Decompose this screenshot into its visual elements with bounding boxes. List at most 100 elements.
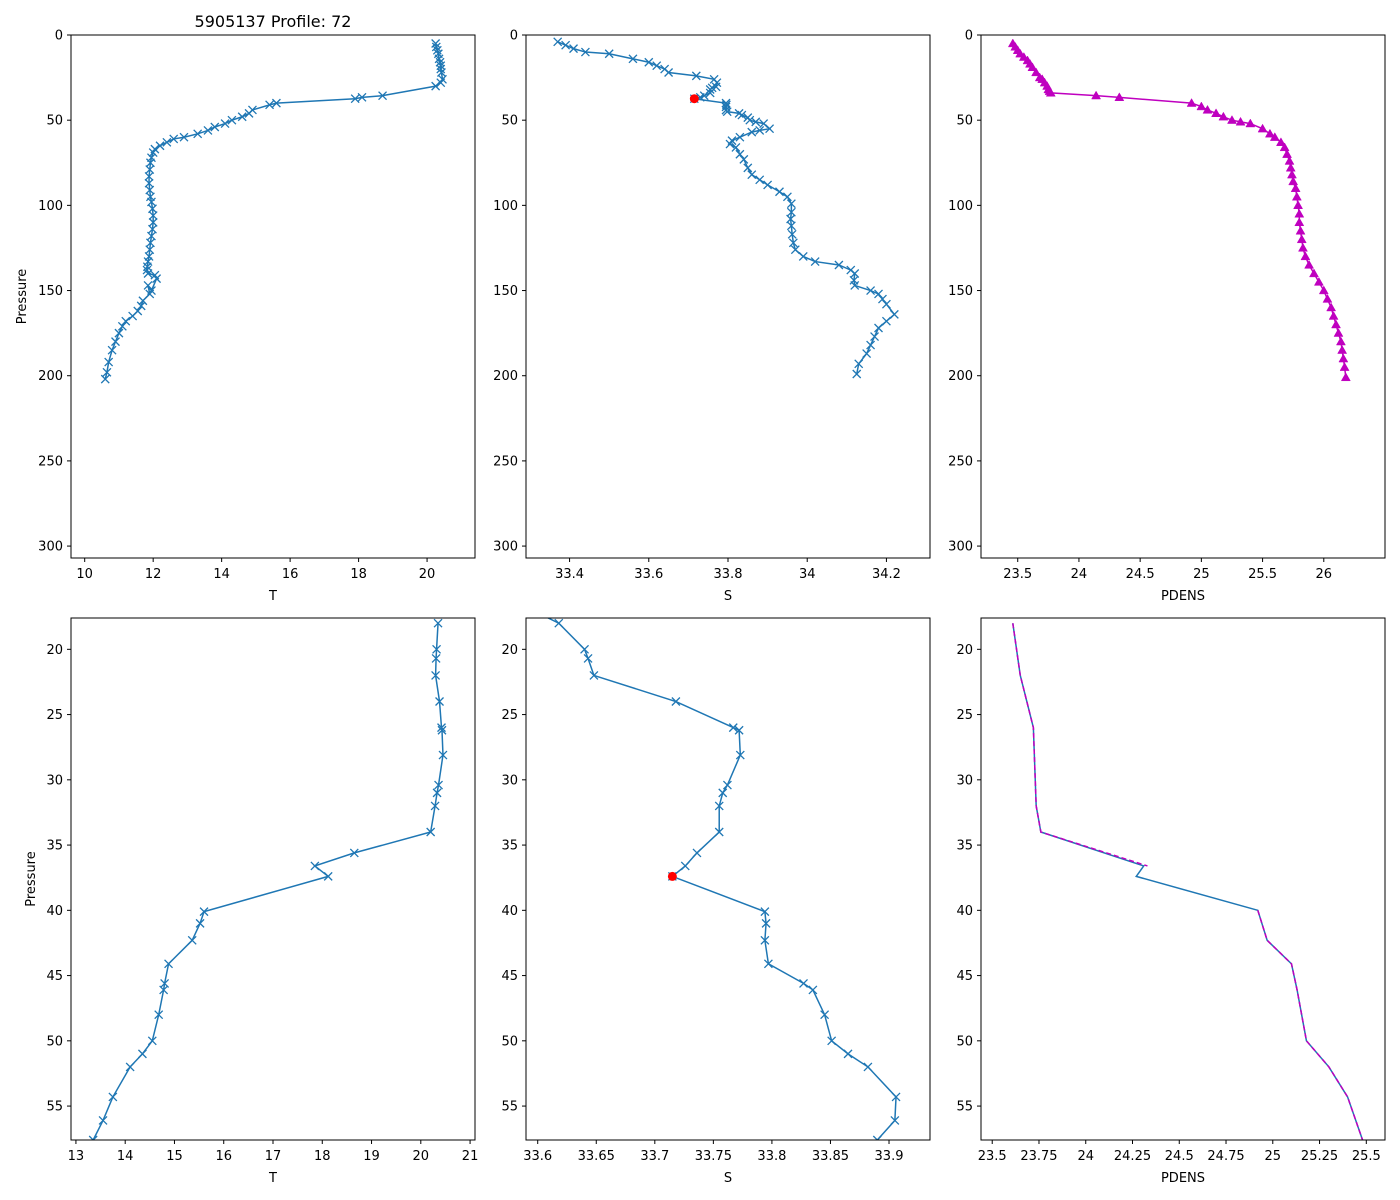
- data-point: [1114, 92, 1125, 101]
- series-line-pdens-dashed: [1012, 623, 1148, 867]
- data-point: [714, 801, 724, 811]
- x-tick-label: 33.65: [578, 1149, 615, 1164]
- y-tick-label: 20: [501, 643, 518, 658]
- data-point: [438, 750, 448, 760]
- plot-area: [1007, 38, 1351, 382]
- data-point: [1282, 149, 1292, 158]
- y-tick-label: 150: [493, 284, 518, 299]
- data-point: [874, 289, 883, 299]
- data-point: [850, 280, 860, 290]
- data-point: [145, 289, 155, 299]
- data-point: [143, 269, 153, 278]
- data-point: [763, 959, 773, 969]
- x-tick-label: 20: [413, 1149, 430, 1164]
- x-tick-label: 16: [282, 567, 299, 582]
- y-tick-label: 250: [493, 454, 518, 469]
- y-tick-label: 55: [956, 1100, 973, 1115]
- x-tick-label: 18: [314, 1149, 331, 1164]
- y-tick-label: 50: [501, 114, 518, 129]
- data-point: [788, 238, 798, 248]
- chart-panel-bottom-right: 23.5 23.75 24 24.25 24.5 24.75 25 25.25 25.5 20 25…: [956, 617, 1386, 1186]
- data-point: [680, 861, 690, 871]
- plot-area: [88, 618, 448, 1140]
- y-tick-label: 35: [46, 839, 63, 854]
- data-point: [1288, 176, 1299, 186]
- x-tick-label: 14: [117, 1149, 134, 1164]
- plot-area: [1012, 623, 1364, 1140]
- data-point: [195, 918, 205, 928]
- data-point: [310, 861, 320, 871]
- data-point: [1269, 132, 1280, 141]
- data-point: [136, 301, 146, 311]
- series-line-s: [557, 41, 896, 375]
- data-point: [1045, 87, 1056, 97]
- x-axis-label: PDENS: [1161, 589, 1205, 604]
- data-point: [1313, 277, 1324, 286]
- x-tick-label: 33.8: [714, 567, 743, 582]
- data-point: [203, 125, 213, 135]
- series-line-s: [546, 618, 897, 1140]
- data-point: [102, 367, 112, 377]
- data-point: [760, 907, 770, 917]
- x-tick-label: 33.75: [695, 1149, 732, 1164]
- y-tick-label: 150: [38, 284, 63, 299]
- axes-frame: [70, 34, 476, 559]
- x-tick-label: 25.5: [1352, 1149, 1381, 1164]
- data-point: [705, 88, 715, 98]
- data-point: [1279, 142, 1290, 152]
- data-point: [743, 163, 753, 173]
- data-point: [433, 618, 443, 628]
- x-tick-label: 33.6: [634, 567, 663, 582]
- data-point: [810, 257, 820, 267]
- data-point: [735, 132, 745, 142]
- data-point: [1285, 162, 1296, 172]
- data-point: [739, 154, 749, 164]
- y-tick-label: 0: [55, 29, 63, 44]
- data-point: [431, 670, 441, 680]
- data-point: [100, 374, 110, 384]
- data-point: [1235, 116, 1246, 126]
- data-point: [889, 309, 899, 319]
- data-point: [431, 39, 441, 48]
- data-point: [725, 139, 735, 149]
- data-point: [265, 100, 275, 110]
- data-point: [1335, 336, 1346, 346]
- highlight-point: [689, 94, 699, 104]
- data-point: [751, 117, 761, 127]
- x-tick-label: 18: [350, 567, 367, 582]
- y-tick-label: 25: [956, 708, 973, 723]
- data-point: [220, 119, 230, 129]
- data-point: [878, 294, 887, 304]
- data-point: [1031, 67, 1042, 77]
- y-tick-label: 0: [965, 29, 973, 44]
- data-point: [782, 192, 792, 202]
- data-point: [554, 618, 564, 628]
- y-tick-label: 50: [46, 114, 63, 129]
- data-point: [1196, 101, 1207, 111]
- data-point: [111, 337, 120, 347]
- data-point: [144, 171, 154, 181]
- data-point: [734, 725, 744, 735]
- data-point: [1276, 137, 1286, 146]
- data-point: [763, 180, 773, 190]
- series-line-t: [92, 623, 444, 1140]
- chart-panel-top-right: 23.5 24 24.5 25 25.5 26 0 50 100 150 200 250 300 PDEN…: [948, 29, 1386, 604]
- data-point: [735, 750, 745, 760]
- data-point: [735, 149, 745, 159]
- x-tick-label: 33.9: [875, 1149, 904, 1164]
- x-tick-label: 34.2: [872, 567, 901, 582]
- highlight-point: [667, 871, 677, 881]
- data-point: [1296, 234, 1307, 244]
- data-point: [349, 848, 359, 858]
- data-point: [432, 644, 442, 654]
- y-tick-label: 55: [501, 1100, 518, 1115]
- x-tick-label: 12: [145, 567, 162, 582]
- data-point: [787, 229, 797, 239]
- y-tick-label: 30: [956, 773, 973, 788]
- data-point: [435, 697, 444, 706]
- data-point: [152, 274, 162, 284]
- data-point: [162, 137, 172, 147]
- data-point: [731, 142, 741, 152]
- data-point: [179, 132, 189, 142]
